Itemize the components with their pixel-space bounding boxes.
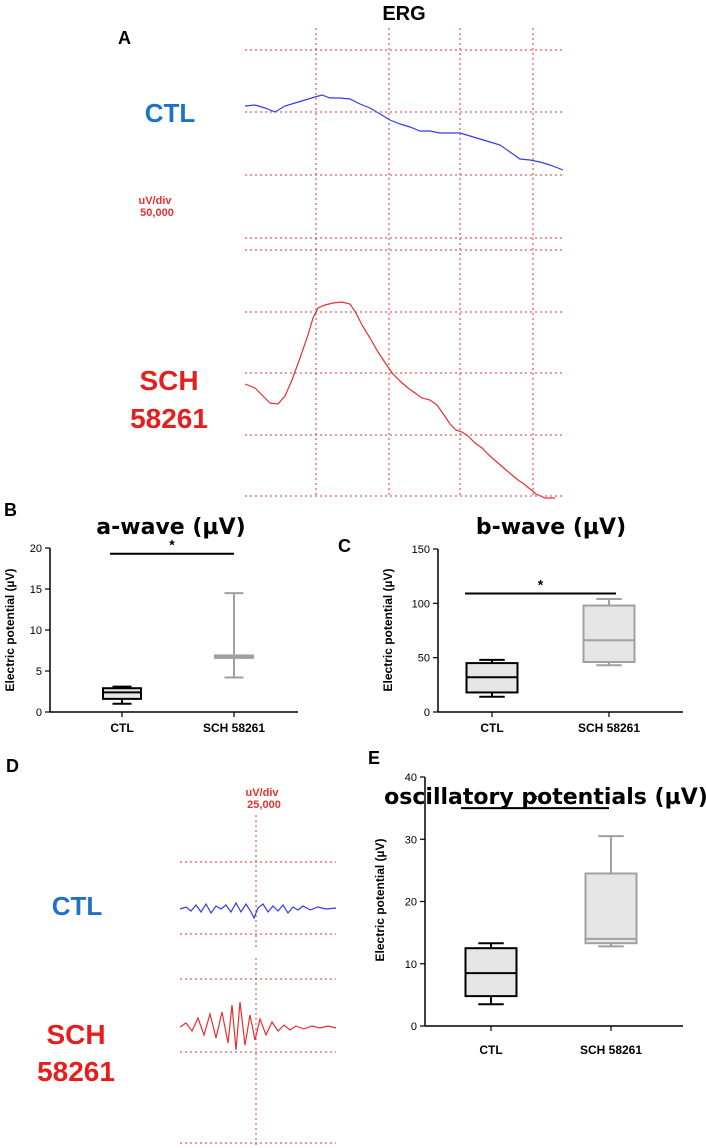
y-tick-label: 100 [412,598,430,610]
panel-letter: C [338,536,351,556]
y-tick-label: 0 [424,707,430,719]
panel-a: A ERG CTL uV/div 50,000 SCH 58261 [118,3,564,499]
chart-title: a-wave (µV) [96,515,245,540]
significance-star: * [532,791,538,807]
category-label: CTL [480,721,503,735]
y-axis-label: Electric potential (µV) [3,569,17,692]
op-sch-trace [179,1001,337,1051]
erg-title: ERG [382,3,425,25]
erg-scale-unit: uV/div [138,195,172,207]
category-label: SCH 58261 [203,721,265,735]
y-tick-label: 150 [412,544,430,556]
y-tick-label: 50 [418,653,430,665]
category-label: CTL [479,1043,502,1057]
category-label: SCH 58261 [580,1043,642,1057]
erg-scale-value: 50,000 [140,207,174,219]
erg-sch-label-line1: SCH [139,365,198,396]
y-tick-label: 30 [405,834,417,846]
op-scale-value: 25,000 [247,799,281,811]
box-iqr [584,872,638,945]
panel-d-letter: D [6,756,19,776]
op-grid [180,815,336,1146]
chart-title: b-wave (µV) [476,515,626,540]
op-sch-label-line1: SCH [46,1019,105,1050]
chart-title: oscillatory potentials (µV) [384,785,706,810]
op-ctl-trace [179,901,337,920]
y-axis-label: Electric potential (µV) [373,839,387,962]
box-iqr [582,604,636,664]
y-tick-label: 0 [411,1021,417,1033]
y-axis-label: Electric potential (µV) [381,569,395,692]
significance-star: * [538,577,544,593]
panel-a-letter: A [118,28,131,48]
category-label: SCH 58261 [578,721,640,735]
y-tick-label: 40 [405,772,417,784]
significance-star: * [169,537,175,553]
y-tick-label: 10 [405,959,417,971]
panel-letter: B [4,500,17,520]
op-ctl-label: CTL [52,891,103,921]
op-scale-unit: uV/div [245,787,279,799]
y-tick-label: 0 [36,707,42,719]
erg-sch-label-line2: 58261 [130,403,208,434]
erg-sch-trace [244,301,555,499]
op-sch-label-line2: 58261 [37,1056,115,1087]
erg-ctl-trace [244,94,564,171]
box-iqr [102,687,142,700]
category-label: CTL [110,721,133,735]
y-tick-label: 15 [30,584,42,596]
y-tick-label: 20 [30,543,42,555]
y-tick-label: 10 [30,625,42,637]
chart-a-wave: Ba-wave (µV) Electric potential (µV) 0 5 10 1… [3,500,298,735]
chart-b-wave: Cb-wave (µV) Electric potential (µV) 0 50 10… [338,515,683,735]
erg-ctl-label: CTL [145,98,196,128]
panel-d: D uV/div 25,000 CTL SCH 58261 [6,756,337,1146]
erg-grid [245,28,563,497]
y-tick-label: 5 [36,666,42,678]
y-tick-label: 20 [405,897,417,909]
panel-letter: E [368,748,380,768]
